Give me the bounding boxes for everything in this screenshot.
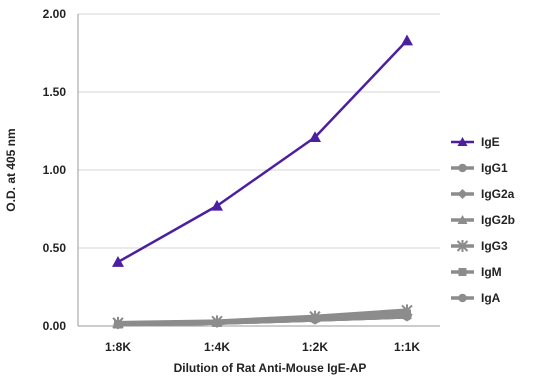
legend-item: IgG3 <box>451 239 508 253</box>
x-axis-title: Dilution of Rat Anti-Mouse IgE-AP <box>174 361 367 375</box>
series-line <box>117 314 408 327</box>
legend-label: IgG1 <box>481 161 508 175</box>
legend-item: IgM <box>451 265 502 279</box>
series <box>112 34 413 330</box>
data-point <box>458 293 467 303</box>
legend: IgE IgG1 IgG2a IgG2b IgG3 IgM IgA <box>451 135 515 305</box>
legend-label: IgA <box>481 291 501 305</box>
legend-item: IgE <box>451 135 500 149</box>
y-tick-label: 0.50 <box>43 241 67 255</box>
data-point <box>456 240 469 252</box>
legend-label: IgM <box>481 265 502 279</box>
x-tick-labels: 1:8K 1:4K 1:2K 1:1K <box>105 340 420 354</box>
legend-item: IgG2a <box>451 187 515 201</box>
data-point <box>458 163 467 173</box>
series-line <box>117 39 408 264</box>
data-point <box>402 312 412 321</box>
series-iga <box>113 312 412 329</box>
y-tick-label: 1.50 <box>43 85 67 99</box>
x-tick-label: 1:2K <box>302 340 328 354</box>
x-tick-label: 1:4K <box>204 340 230 354</box>
y-tick-label: 1.00 <box>43 163 67 177</box>
x-tick-label: 1:8K <box>105 340 131 354</box>
data-point <box>112 256 124 267</box>
series-ige <box>112 34 413 267</box>
data-point <box>457 189 468 199</box>
data-point <box>212 318 222 328</box>
y-tick-label: 0.00 <box>43 319 67 333</box>
data-point <box>309 131 321 143</box>
legend-item: IgA <box>451 291 501 305</box>
y-tick-label: 2.00 <box>43 7 67 21</box>
data-point <box>457 215 468 224</box>
legend-item: IgG1 <box>451 161 508 175</box>
y-tick-labels: 0.00 0.50 1.00 1.50 2.00 <box>43 7 67 333</box>
legend-label: IgG2b <box>481 213 515 227</box>
data-point <box>458 268 467 276</box>
grid-lines <box>78 13 440 249</box>
legend-label: IgG2a <box>481 187 515 201</box>
data-point <box>211 199 223 211</box>
data-point <box>113 320 123 329</box>
data-point <box>401 34 413 46</box>
data-point <box>310 315 320 325</box>
legend-label: IgE <box>481 135 500 149</box>
y-axis-title: O.D. at 405 nm <box>4 128 18 211</box>
x-tick-label: 1:1K <box>394 340 420 354</box>
legend-label: IgG3 <box>481 239 508 253</box>
legend-item: IgG2b <box>451 213 515 227</box>
data-point <box>457 137 468 146</box>
